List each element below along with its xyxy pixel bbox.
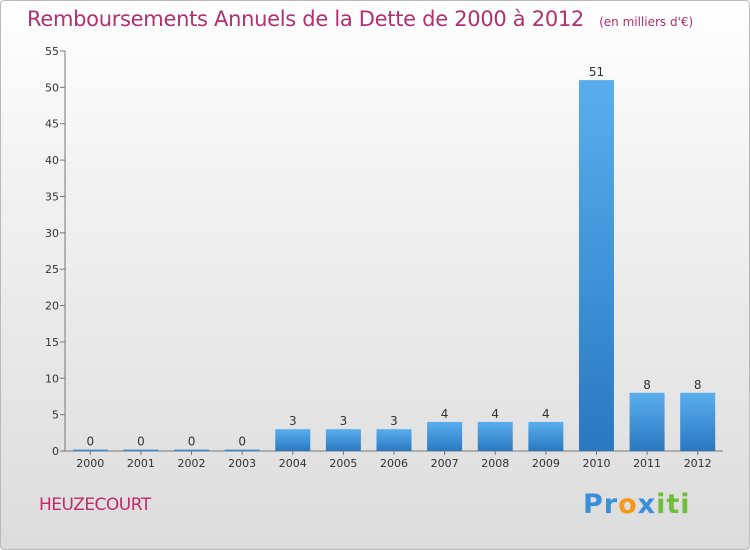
bar-2000 [72, 449, 108, 451]
value-label-2002: 0 [188, 435, 196, 449]
value-label-2001: 0 [137, 435, 145, 449]
y-tick-label: 5 [52, 409, 59, 422]
chart-labels: 2000 0 2001 0 2002 0 2003 0 2004 3 2005 3 2006 3 2007 4… [76, 65, 711, 470]
chart-title: Remboursements Annuels de la Dette de 20… [27, 7, 693, 31]
x-tick-label-2012: 2012 [684, 457, 712, 470]
value-label-2008: 4 [491, 407, 499, 421]
y-tick-label: 30 [45, 227, 59, 240]
x-tick-label-2000: 2000 [76, 457, 104, 470]
x-tick-label-2011: 2011 [633, 457, 661, 470]
x-tick-label-2010: 2010 [582, 457, 610, 470]
x-tick-label-2003: 2003 [228, 457, 256, 470]
bar-2003 [224, 449, 260, 451]
value-label-2010: 51 [589, 65, 604, 79]
bar-2005 [325, 429, 361, 451]
bar-2011 [629, 392, 665, 451]
bar-2007 [427, 421, 463, 451]
value-label-2005: 3 [340, 414, 348, 428]
x-tick-label-2005: 2005 [329, 457, 357, 470]
value-label-2011: 8 [643, 378, 651, 392]
y-tick-label: 15 [45, 336, 59, 349]
x-tick-label-2001: 2001 [127, 457, 155, 470]
y-tick-label: 35 [45, 190, 59, 203]
bar-2012 [680, 392, 716, 451]
bar-2002 [174, 449, 210, 451]
y-tick-label: 55 [45, 45, 59, 58]
y-tick-label: 0 [52, 445, 59, 458]
value-label-2003: 0 [238, 435, 246, 449]
y-tick-label: 50 [45, 81, 59, 94]
value-label-2007: 4 [441, 407, 449, 421]
value-label-2000: 0 [86, 435, 94, 449]
y-tick-label: 10 [45, 372, 59, 385]
y-tick-label: 20 [45, 300, 59, 313]
y-tick-label: 25 [45, 263, 59, 276]
y-tick-label: 45 [45, 118, 59, 131]
bar-2008 [477, 421, 513, 451]
x-tick-label-2007: 2007 [431, 457, 459, 470]
y-tick-label: 40 [45, 154, 59, 167]
x-tick-label-2009: 2009 [532, 457, 560, 470]
unit-text: (en milliers d'€) [599, 15, 694, 29]
bar-2001 [123, 449, 159, 451]
bar-2010 [578, 80, 614, 451]
x-tick-label-2008: 2008 [481, 457, 509, 470]
place-name: HEUZECOURT [39, 495, 151, 515]
proxiti-logo: Proxiti [583, 489, 691, 520]
chart-bars [72, 80, 716, 451]
x-tick-label-2002: 2002 [178, 457, 206, 470]
value-label-2004: 3 [289, 414, 297, 428]
bar-2006 [376, 429, 412, 451]
x-tick-label-2004: 2004 [279, 457, 307, 470]
bar-2004 [275, 429, 311, 451]
value-label-2009: 4 [542, 407, 550, 421]
title-text: Remboursements Annuels de la Dette de 20… [27, 7, 584, 31]
value-label-2006: 3 [390, 414, 398, 428]
x-tick-label-2006: 2006 [380, 457, 408, 470]
bar-2009 [528, 421, 564, 451]
value-label-2012: 8 [694, 378, 702, 392]
